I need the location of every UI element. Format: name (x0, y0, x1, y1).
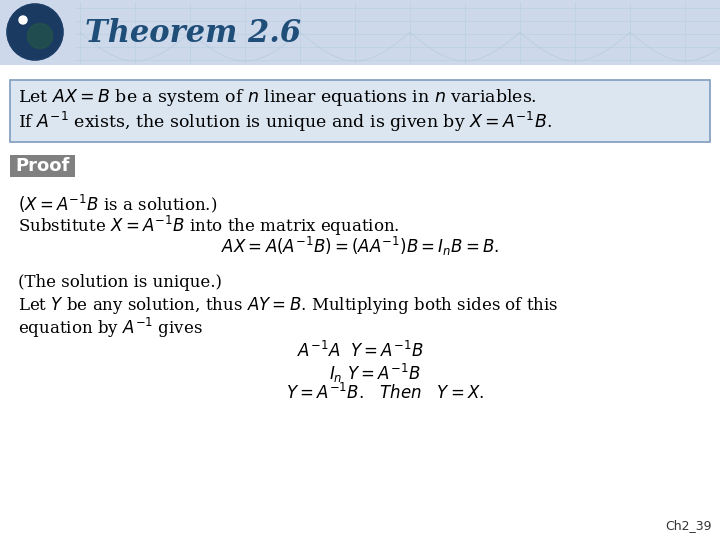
Text: $Y = A^{-1}B$.   $\mathit{Then}$   $Y=X$.: $Y = A^{-1}B$. $\mathit{Then}$ $Y=X$. (286, 383, 484, 403)
Text: Substitute $X = A^{-1}B$ into the matrix equation.: Substitute $X = A^{-1}B$ into the matrix… (18, 214, 400, 238)
FancyBboxPatch shape (10, 80, 710, 142)
Text: Proof: Proof (15, 157, 70, 175)
Circle shape (7, 4, 63, 60)
Text: $I_n\ Y= A^{-1}B$: $I_n\ Y= A^{-1}B$ (329, 362, 420, 385)
Text: Let $Y$ be any solution, thus $AY = B$. Multiplying both sides of this: Let $Y$ be any solution, thus $AY = B$. … (18, 295, 559, 316)
Text: Theorem 2.6: Theorem 2.6 (85, 17, 301, 49)
Text: Let $AX = B$ be a system of $n$ linear equations in $n$ variables.: Let $AX = B$ be a system of $n$ linear e… (18, 87, 537, 109)
Text: $AX = A(A^{-1}B) = (AA^{-1})B = I_n B = B.$: $AX = A(A^{-1}B) = (AA^{-1})B = I_n B = … (221, 235, 499, 258)
Text: $(X = A^{-1}B$ is a solution.): $(X = A^{-1}B$ is a solution.) (18, 193, 217, 215)
Circle shape (19, 16, 27, 24)
Text: If $A^{-1}$ exists, the solution is unique and is given by $X = A^{-1}B$.: If $A^{-1}$ exists, the solution is uniq… (18, 110, 552, 134)
Text: (The solution is unique.): (The solution is unique.) (18, 274, 222, 291)
Circle shape (27, 23, 53, 49)
Circle shape (7, 4, 63, 60)
Bar (0, 0, 720, 65)
Text: $A^{-1}A\ \ Y= A^{-1}B$: $A^{-1}A\ \ Y= A^{-1}B$ (297, 341, 423, 361)
Text: Ch2_39: Ch2_39 (665, 519, 712, 532)
Text: equation by $A^{-1}$ gives: equation by $A^{-1}$ gives (18, 316, 203, 340)
Bar (10, 155, 75, 177)
